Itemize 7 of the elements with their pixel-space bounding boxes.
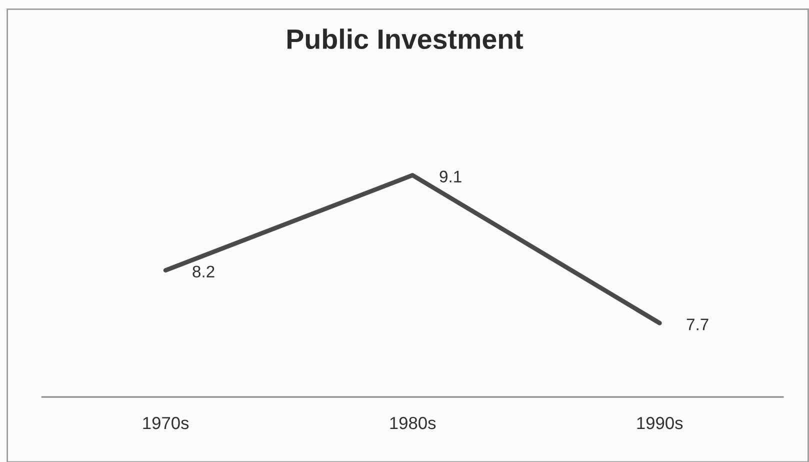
x-tick-label: 1980s (390, 416, 436, 430)
data-label: 7.7 (686, 318, 708, 330)
x-tick-label: 1970s (143, 416, 189, 430)
x-tick-label: 1990s (637, 416, 683, 430)
data-label: 8.2 (192, 266, 214, 278)
data-label: 9.1 (440, 170, 462, 182)
chart-title: Public Investment (288, 28, 524, 50)
